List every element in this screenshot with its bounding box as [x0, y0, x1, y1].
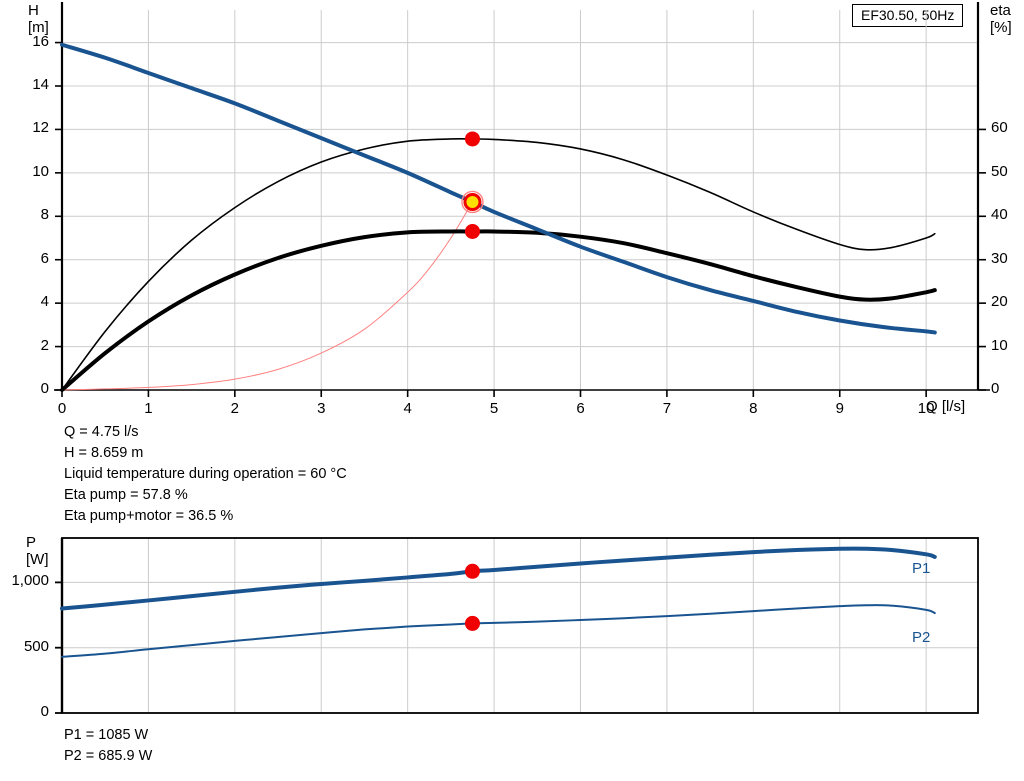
- head-y-tick-label: 12: [32, 119, 49, 137]
- head-x-tick-label: 7: [662, 400, 672, 417]
- duty-point-eta-pump-motor: [464, 223, 480, 239]
- power-y-tick-label: 500: [23, 637, 49, 655]
- head-x-tick-label: 0: [57, 400, 67, 417]
- head-chart-plot: [54, 2, 990, 397]
- power-plot-frame: [61, 537, 979, 714]
- duty-point-head: [463, 192, 482, 211]
- eta-y-tick-label: 0: [991, 380, 1000, 397]
- eta-y-tick-label: 30: [991, 249, 1008, 267]
- head-x-axis-title: Q [l/s]: [926, 398, 966, 415]
- head-x-tick-label: 1: [144, 400, 153, 417]
- curve-eta-pump-motor: [60, 229, 937, 392]
- head-y-tick-label: 6: [40, 249, 49, 267]
- chart-legend: EF30.50, 50Hz: [852, 4, 964, 27]
- head-x-tick-label: 5: [489, 400, 499, 417]
- duty-point-eta-pump: [464, 131, 480, 147]
- curve-h-head-curve-: [60, 42, 937, 335]
- info-line-p1: P1 = 1085 W: [64, 727, 149, 743]
- head-y-tick-label: 8: [40, 206, 49, 224]
- eta-y-tick-label: 50: [991, 162, 1008, 180]
- curve-p1: [60, 546, 937, 611]
- power-y-tick-label: 1,000: [11, 572, 49, 590]
- power-y-tick-label: 0: [40, 703, 49, 720]
- curve-eta-pump: [61, 138, 936, 391]
- series-label-p2: P2: [912, 629, 931, 646]
- head-y-axis-title: H [m]: [28, 2, 49, 36]
- head-y-tick-label: 10: [32, 162, 49, 180]
- duty-point-head-halo: [461, 190, 484, 214]
- head-x-tick-label: 10: [917, 400, 935, 417]
- head-y-tick-label: 2: [40, 336, 49, 354]
- head-y-tick-label: 16: [32, 32, 49, 50]
- eta-y-tick-label: 10: [991, 336, 1008, 354]
- series-label-p1: P1: [912, 560, 931, 577]
- curve-p2: [61, 604, 936, 658]
- eta-y-tick-label: 60: [991, 119, 1008, 137]
- eta-y-axis-title: eta [%]: [990, 2, 1012, 36]
- curve-npsh: [61, 201, 473, 391]
- info-line-temp: Liquid temperature during operation = 60…: [64, 466, 347, 482]
- info-line-eta-pump: Eta pump = 57.8 %: [64, 487, 188, 503]
- duty-point-p2: [464, 615, 480, 631]
- power-y-axis-title: P [W]: [26, 534, 49, 568]
- head-y-tick-label: 4: [40, 293, 49, 311]
- head-y-tick-label: 14: [32, 76, 49, 93]
- duty-point-p1: [464, 563, 480, 579]
- head-x-tick-label: 3: [317, 400, 326, 417]
- head-x-tick-label: 8: [749, 400, 758, 417]
- head-y-tick-label: 0: [40, 380, 49, 397]
- head-x-tick-label: 2: [230, 400, 239, 417]
- info-line-q: Q = 4.75 l/s: [64, 424, 139, 440]
- eta-y-tick-label: 20: [991, 293, 1008, 311]
- eta-y-tick-label: 40: [991, 206, 1008, 224]
- info-line-h: H = 8.659 m: [64, 445, 144, 461]
- head-x-tick-label: 6: [576, 400, 585, 417]
- info-line-p2: P2 = 685.9 W: [64, 748, 153, 764]
- head-x-tick-label: 9: [835, 400, 844, 417]
- head-x-tick-label: 4: [403, 400, 412, 417]
- power-chart-plot: [55, 537, 979, 714]
- info-line-eta-pump-motor: Eta pump+motor = 36.5 %: [64, 508, 234, 524]
